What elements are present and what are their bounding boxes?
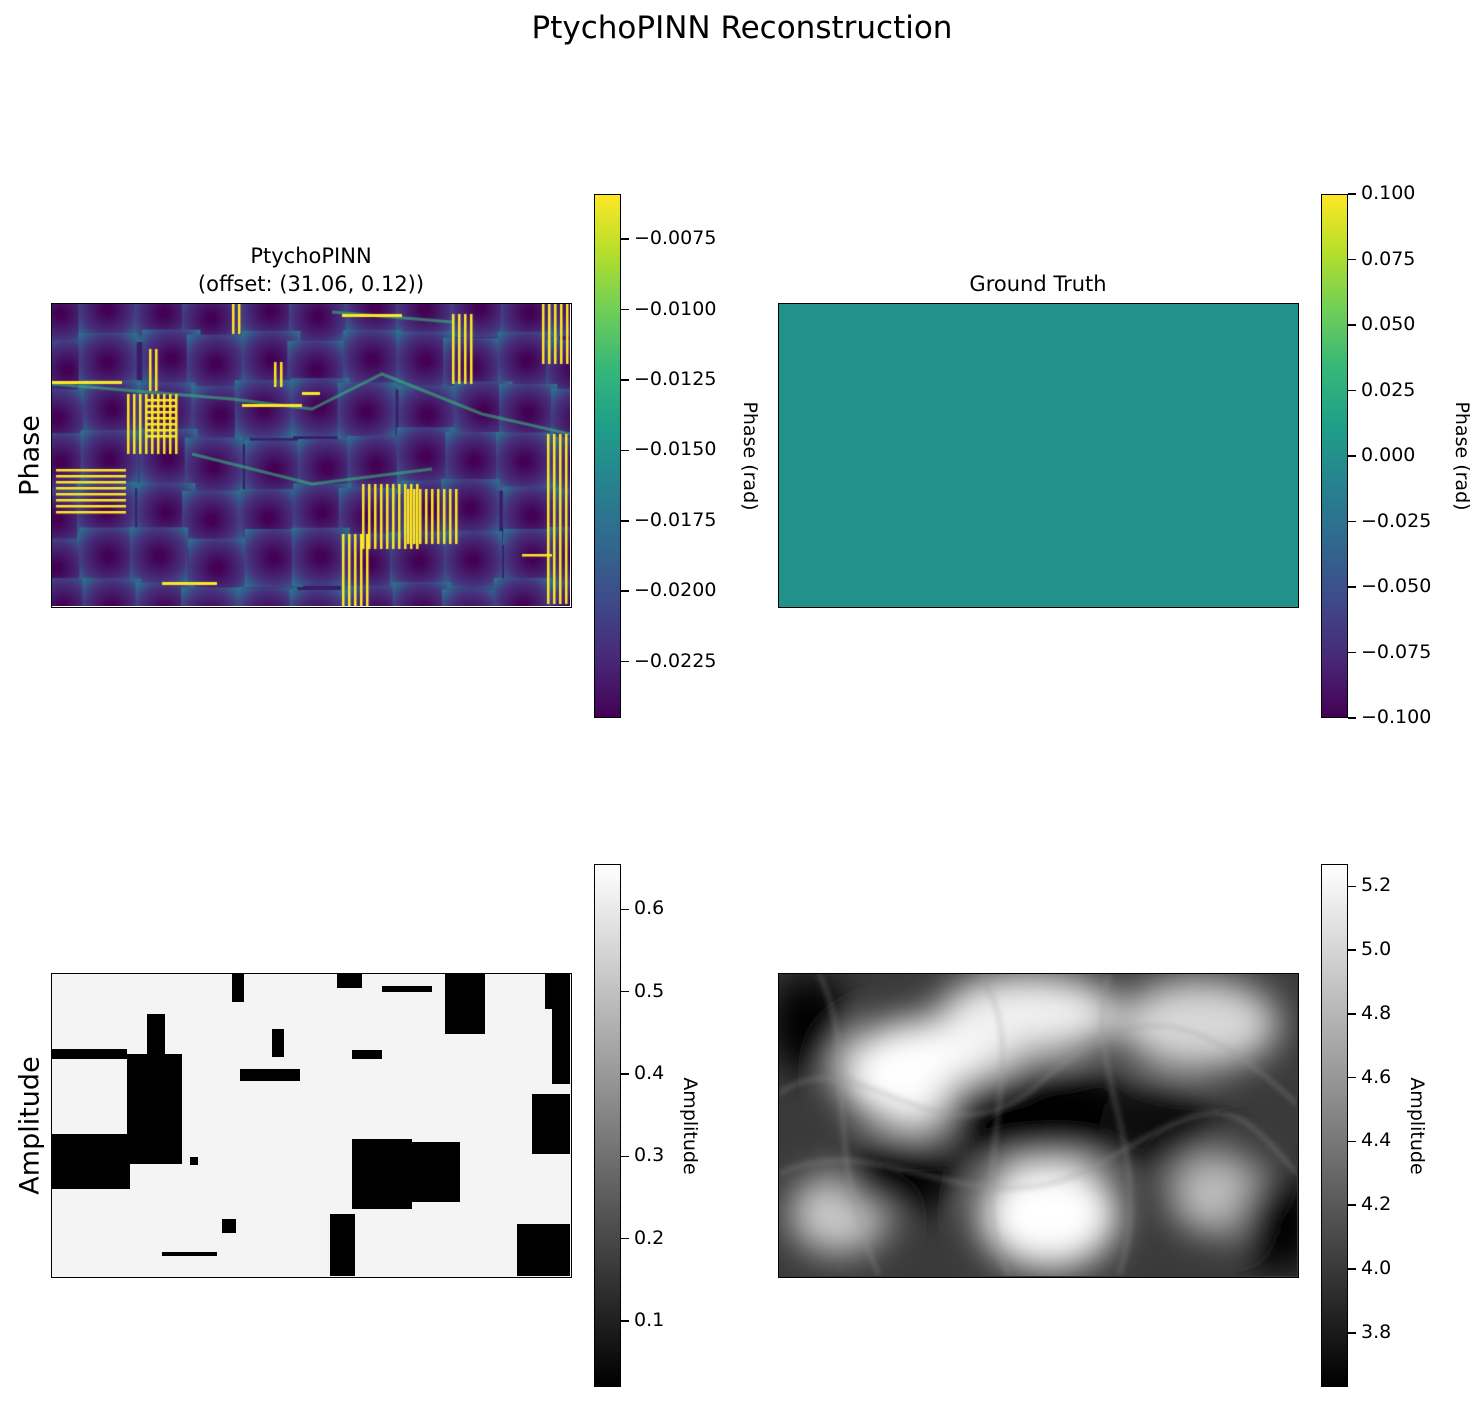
colorbar-tick-mark <box>1348 1332 1356 1334</box>
colorbar-tick-label: 4.4 <box>1361 1129 1392 1152</box>
colorbar-tick-mark <box>621 449 629 452</box>
colorbar-tick-label: 4.6 <box>1361 1065 1392 1088</box>
colorbar-tick-label: 4.2 <box>1361 1193 1392 1216</box>
colorbar-tick-mark <box>1348 586 1356 588</box>
colorbar-tick-label: 0.075 <box>1361 247 1416 270</box>
colorbar-tick-label: 0.000 <box>1361 444 1416 466</box>
colorbar-tick-label: 5.0 <box>1361 938 1392 961</box>
colorbar-tick-label: 0.100 <box>1361 182 1416 204</box>
colorbar-tick-label: 0.025 <box>1361 378 1416 401</box>
colorbar-tick-label: −0.025 <box>1361 509 1432 532</box>
colorbar-tick-mark <box>1348 455 1356 457</box>
phase-reconstruction-colorbar-label: Phase (rad) <box>739 401 761 511</box>
colorbar-tick-label: 3.8 <box>1361 1320 1392 1343</box>
colorbar-tick-label: 0.1 <box>634 1309 665 1332</box>
colorbar-tick-mark <box>621 590 629 592</box>
colorbar-tick-mark <box>1348 1140 1356 1143</box>
colorbar-tick-mark <box>621 660 629 663</box>
phase-reconstruction-heatmap <box>51 303 572 608</box>
phase-reconstruction-title-line1: PtychoPINN <box>250 244 372 268</box>
amplitude-reconstruction-colorbar-gradient <box>595 865 620 1386</box>
row-label-phase: Phase <box>14 415 46 496</box>
colorbar-tick-label: −0.0225 <box>634 649 717 672</box>
colorbar-tick-label: 0.4 <box>634 1062 665 1085</box>
colorbar-tick-mark <box>1348 1268 1356 1270</box>
colorbar-tick-mark <box>621 908 629 911</box>
colorbar-tick-mark <box>621 238 629 240</box>
amplitude-ground-truth-heatmap <box>778 973 1299 1278</box>
amplitude-ground-truth-colorbar-label: Amplitude <box>1406 1077 1428 1175</box>
colorbar-tick-label: −0.0150 <box>634 438 717 461</box>
colorbar-tick-label: −0.100 <box>1361 706 1432 728</box>
colorbar-tick-mark <box>1348 885 1356 888</box>
colorbar-tick-label: −0.0075 <box>634 227 717 250</box>
colorbar-tick-label: 0.6 <box>634 897 665 920</box>
colorbar-tick-mark <box>1348 258 1356 261</box>
phase-reconstruction-colorbar <box>594 194 621 718</box>
phase-ground-truth-colorbar-gradient <box>1322 195 1347 717</box>
amplitude-reconstruction-colorbar <box>594 864 621 1387</box>
colorbar-tick-label: −0.0125 <box>634 367 717 390</box>
row-label-amplitude: Amplitude <box>14 1056 46 1195</box>
figure-title: PtychoPINN Reconstruction <box>531 10 953 46</box>
amplitude-reconstruction-image <box>52 974 570 1276</box>
colorbar-tick-mark <box>1348 651 1356 654</box>
colorbar-tick-mark <box>1348 1076 1356 1079</box>
colorbar-tick-mark <box>621 1237 629 1240</box>
colorbar-tick-label: −0.0175 <box>634 508 717 531</box>
colorbar-tick-label: 5.2 <box>1361 874 1392 897</box>
colorbar-tick-mark <box>1348 520 1356 523</box>
colorbar-tick-mark <box>621 990 629 993</box>
phase-reconstruction-title: PtychoPINN (offset: (31.06, 0.12)) <box>51 242 571 298</box>
phase-ground-truth-heatmap <box>778 303 1299 608</box>
colorbar-tick-mark <box>621 379 629 381</box>
colorbar-tick-mark <box>621 308 629 311</box>
colorbar-tick-mark <box>1348 1013 1356 1015</box>
colorbar-tick-mark <box>1348 717 1356 719</box>
colorbar-tick-label: −0.0200 <box>634 579 717 602</box>
phase-ground-truth-title: Ground Truth <box>969 272 1107 296</box>
colorbar-tick-mark <box>621 1073 629 1075</box>
colorbar-tick-label: 0.050 <box>1361 313 1416 335</box>
colorbar-tick-label: −0.075 <box>1361 640 1432 663</box>
phase-ground-truth-colorbar-label: Phase (rad) <box>1451 401 1473 511</box>
amplitude-reconstruction-heatmap <box>51 973 572 1278</box>
phase-reconstruction-title-line2: (offset: (31.06, 0.12)) <box>197 272 425 296</box>
colorbar-tick-mark <box>1348 949 1356 951</box>
colorbar-tick-mark <box>1348 193 1356 195</box>
colorbar-tick-mark <box>1348 389 1356 392</box>
colorbar-tick-mark <box>621 520 629 522</box>
amplitude-ground-truth-image <box>779 974 1297 1276</box>
colorbar-tick-label: 4.0 <box>1361 1257 1392 1279</box>
colorbar-tick-mark <box>1348 1204 1356 1206</box>
colorbar-tick-mark <box>621 1155 629 1158</box>
colorbar-tick-label: 4.8 <box>1361 1001 1392 1024</box>
colorbar-tick-label: −0.050 <box>1361 575 1432 597</box>
colorbar-tick-label: 0.2 <box>634 1226 665 1249</box>
phase-reconstruction-colorbar-gradient <box>595 195 620 717</box>
phase-reconstruction-image <box>52 304 570 606</box>
colorbar-tick-mark <box>1348 324 1356 326</box>
colorbar-tick-label: 0.3 <box>634 1144 665 1167</box>
amplitude-ground-truth-colorbar-gradient <box>1322 865 1347 1386</box>
amplitude-reconstruction-colorbar-label: Amplitude <box>679 1077 701 1175</box>
colorbar-tick-mark <box>621 1320 629 1322</box>
phase-ground-truth-colorbar <box>1321 194 1348 718</box>
colorbar-tick-label: 0.5 <box>634 979 665 1002</box>
colorbar-tick-label: −0.0100 <box>634 297 717 320</box>
amplitude-ground-truth-colorbar <box>1321 864 1348 1387</box>
